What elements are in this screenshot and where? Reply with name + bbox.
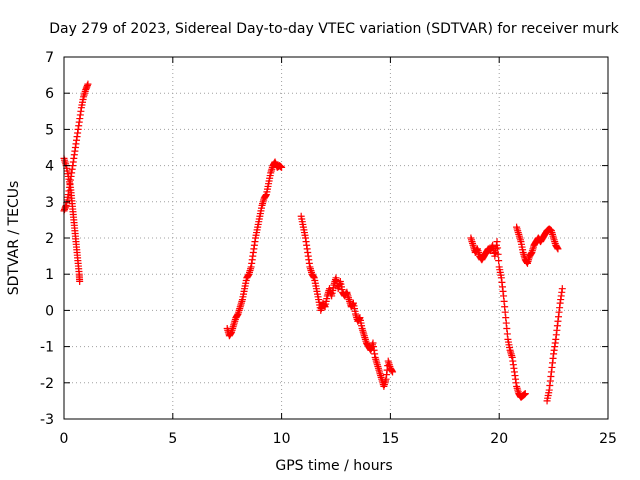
- x-tick-label: 15: [381, 431, 399, 447]
- series-segment: [467, 234, 529, 401]
- data-point: [521, 390, 529, 398]
- y-tick-label: 7: [45, 50, 54, 66]
- series-segment: [297, 212, 397, 390]
- x-tick-label: 20: [490, 431, 508, 447]
- y-tick-label: 6: [45, 86, 54, 102]
- series-segment: [60, 80, 92, 215]
- y-tick-label: 2: [45, 231, 54, 247]
- data-point: [554, 245, 562, 253]
- data-point: [278, 163, 286, 171]
- data-point: [494, 244, 502, 252]
- y-tick-label: -1: [40, 340, 54, 356]
- data-series: [60, 80, 566, 405]
- y-tick-label: -3: [40, 412, 54, 428]
- chart-title: Day 279 of 2023, Sidereal Day-to-day VTE…: [49, 21, 619, 37]
- y-tick-label: 5: [45, 122, 54, 138]
- x-tick-label: 25: [599, 431, 617, 447]
- y-tick-label: 0: [45, 303, 54, 319]
- series-segment: [223, 158, 286, 340]
- x-tick-label: 0: [60, 431, 69, 447]
- data-point: [495, 257, 503, 265]
- grid: [64, 57, 608, 419]
- x-tick-label: 10: [273, 431, 291, 447]
- data-point: [493, 238, 501, 246]
- data-point: [76, 277, 84, 285]
- data-point: [84, 80, 92, 88]
- y-tick-label: 4: [45, 159, 54, 175]
- y-tick-label: -2: [40, 376, 54, 392]
- data-point: [494, 250, 502, 258]
- y-tick-label: 3: [45, 195, 54, 211]
- x-axis-label: GPS time / hours: [275, 458, 392, 474]
- x-tick-label: 5: [168, 431, 177, 447]
- data-point: [558, 285, 566, 293]
- ticks: 0 5 10 15 20 25 -3 -2 -1 0 1 2 3 4 5 6 7: [40, 50, 617, 447]
- y-axis-label: SDTVAR / TECUs: [6, 181, 22, 296]
- y-tick-label: 1: [45, 267, 54, 283]
- series-segment: [513, 223, 562, 267]
- data-point: [389, 368, 397, 376]
- series-segment: [543, 285, 566, 405]
